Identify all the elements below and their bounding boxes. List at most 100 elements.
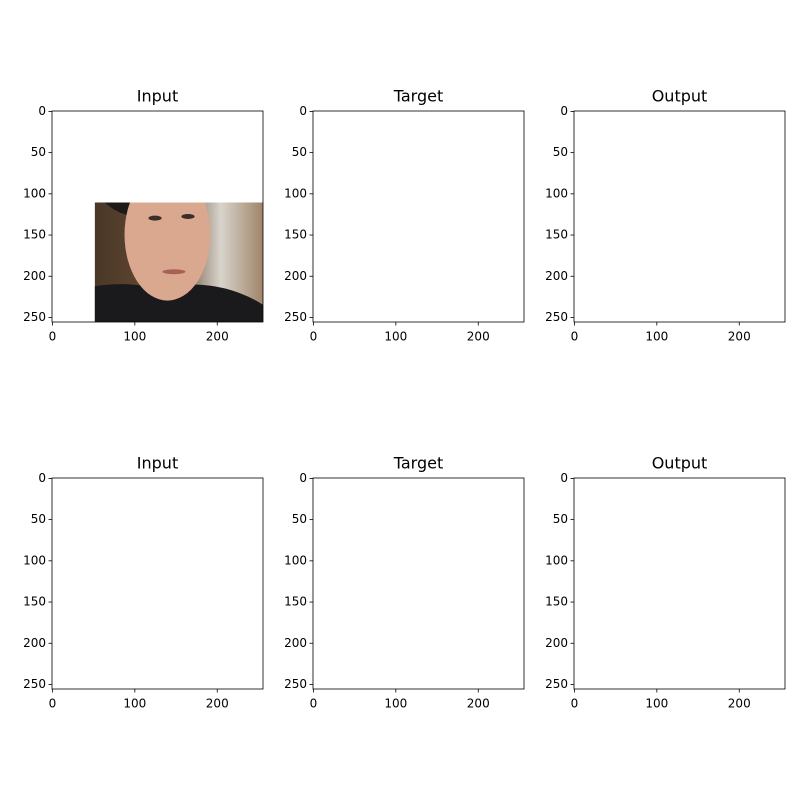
body	[52, 651, 263, 689]
sign	[67, 503, 77, 618]
hair	[611, 119, 726, 218]
y-tick-label: 0	[560, 104, 568, 118]
body	[313, 651, 524, 689]
y-tick-label: 100	[23, 553, 46, 567]
axes-frame	[51, 477, 264, 690]
hair	[357, 490, 481, 630]
x-tick-label: 100	[123, 330, 146, 344]
mouth	[162, 269, 186, 275]
image	[313, 111, 524, 322]
hair	[350, 119, 465, 218]
axes-frame	[312, 110, 525, 323]
x-tick-label: 0	[310, 697, 318, 711]
y-tick-label: 0	[299, 471, 307, 485]
eye	[654, 583, 667, 588]
y-tick-label: 50	[31, 512, 46, 526]
sign	[83, 503, 93, 618]
mouth	[668, 628, 691, 633]
image	[574, 111, 785, 322]
x-tick-label: 200	[728, 697, 751, 711]
y-tick-label: 200	[284, 269, 307, 283]
face	[371, 519, 467, 651]
mouth	[146, 628, 169, 633]
mouth	[423, 269, 446, 274]
axes-frame	[312, 477, 525, 690]
image-bg	[313, 111, 524, 322]
axes-title: Input	[137, 87, 178, 106]
beard	[372, 602, 464, 693]
image	[313, 478, 524, 692]
shirt	[375, 668, 466, 693]
eye	[170, 583, 183, 588]
eye	[148, 215, 162, 221]
axes-frame	[51, 110, 264, 323]
eye	[442, 214, 455, 219]
face	[124, 202, 211, 301]
mouth	[407, 628, 430, 633]
eye	[393, 583, 406, 588]
body	[574, 284, 785, 322]
beard	[111, 602, 203, 693]
x-tick-label: 200	[206, 330, 229, 344]
y-tick-label: 150	[284, 595, 307, 609]
y-tick-label: 0	[38, 104, 46, 118]
x-tick-label: 100	[123, 697, 146, 711]
eye	[409, 216, 422, 221]
face	[647, 169, 733, 301]
y-tick-label: 200	[23, 636, 46, 650]
y-tick-label: 50	[553, 512, 568, 526]
axes-title: Target	[393, 87, 444, 106]
y-tick-label: 200	[545, 269, 568, 283]
y-tick-label: 250	[23, 310, 46, 324]
image	[94, 202, 263, 322]
y-tick-label: 250	[284, 310, 307, 324]
y-tick-label: 250	[284, 677, 307, 691]
shirt	[114, 668, 205, 693]
hair	[96, 490, 220, 630]
eye	[692, 583, 705, 588]
y-tick-label: 50	[292, 145, 307, 159]
image-bg	[574, 111, 785, 322]
x-tick-label: 100	[384, 697, 407, 711]
x-tick-label: 200	[206, 697, 229, 711]
y-tick-label: 50	[292, 512, 307, 526]
y-tick-label: 250	[23, 677, 46, 691]
axes-frame	[573, 110, 786, 323]
x-tick-label: 0	[310, 330, 318, 344]
image	[574, 478, 785, 689]
x-tick-label: 200	[728, 330, 751, 344]
y-tick-label: 150	[545, 595, 568, 609]
eye	[181, 214, 195, 219]
y-tick-label: 200	[23, 269, 46, 283]
face	[632, 519, 728, 651]
x-tick-label: 100	[384, 330, 407, 344]
sign	[344, 503, 354, 618]
y-tick-label: 150	[545, 228, 568, 242]
y-tick-label: 100	[284, 186, 307, 200]
axes-title: Target	[393, 454, 444, 473]
y-tick-label: 100	[23, 186, 46, 200]
hair	[618, 490, 742, 630]
y-tick-label: 200	[545, 636, 568, 650]
y-tick-label: 250	[545, 310, 568, 324]
eye	[670, 216, 683, 221]
image-bg	[313, 478, 524, 689]
y-tick-label: 0	[38, 471, 46, 485]
x-tick-label: 200	[467, 697, 490, 711]
x-tick-label: 100	[645, 697, 668, 711]
image-bg	[52, 478, 263, 689]
face	[110, 519, 206, 651]
eye	[132, 583, 145, 588]
x-tick-label: 200	[467, 330, 490, 344]
axes-frame	[573, 477, 786, 690]
image	[52, 478, 263, 692]
x-tick-label: 0	[49, 330, 57, 344]
y-tick-label: 150	[23, 595, 46, 609]
x-tick-label: 0	[571, 697, 579, 711]
y-tick-label: 0	[560, 471, 568, 485]
y-tick-label: 100	[284, 553, 307, 567]
y-tick-label: 50	[553, 145, 568, 159]
y-tick-label: 100	[545, 186, 568, 200]
body	[313, 284, 524, 322]
